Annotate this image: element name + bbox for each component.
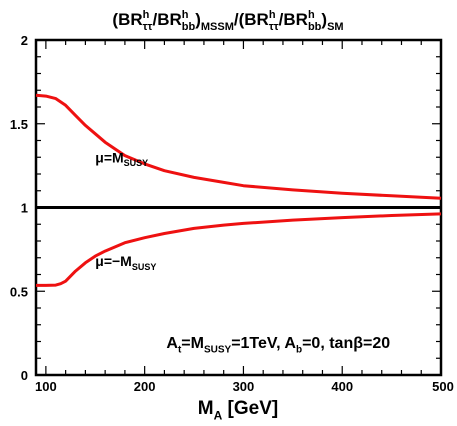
series-layer: [35, 93, 442, 287]
x-tick-label: 100: [35, 379, 57, 394]
annotations: μ=MSUSY​ μ=−MSUSY​ At​=MSUSY​=1TeV, Ab​=0,…: [95, 149, 390, 355]
y-tick-label: 1.5: [10, 117, 28, 132]
tick-labels: 100 200 300 400 500 0 0.5 1 1.5 2: [10, 33, 454, 394]
y-tick-label: 1: [21, 201, 28, 216]
x-tick-label: 500: [432, 379, 454, 394]
x-tick-label: 300: [233, 379, 255, 394]
x-tick-label: 200: [134, 379, 156, 394]
y-tick-label: 2: [21, 33, 28, 48]
annotation-2: μ=−MSUSY​: [95, 253, 156, 272]
y-tick-label: 0.5: [10, 284, 28, 299]
x-axis-label-text: MA​ [GeV]: [198, 398, 278, 422]
x-tick-label: 400: [331, 379, 353, 394]
series-line-2: [36, 212, 442, 287]
series-line-1: [35, 93, 442, 200]
x-axis-label: MA​ [GeV]: [198, 398, 278, 422]
annotation-3: At​=MSUSY​=1TeV, Ab​=0, tanβ=20: [166, 335, 390, 355]
axis-ticks: [36, 39, 442, 376]
annotation-1: μ=MSUSY​: [95, 149, 148, 168]
y-tick-label: 0: [21, 368, 28, 383]
